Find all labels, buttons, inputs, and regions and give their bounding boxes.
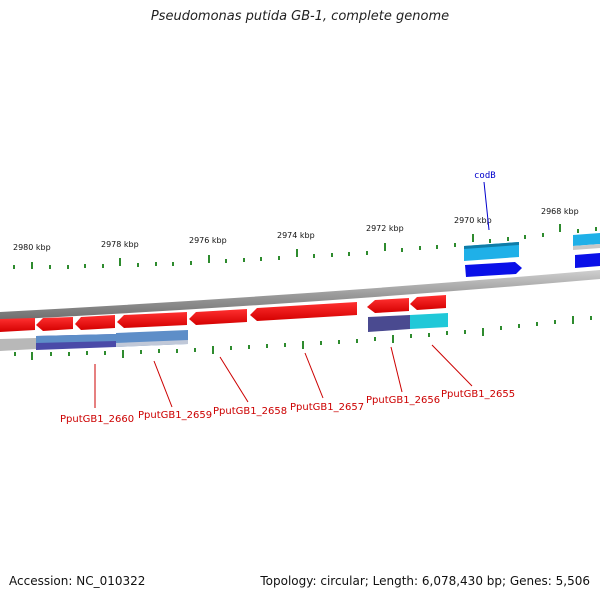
gene-arrow[interactable] xyxy=(75,315,115,330)
gene-track-indigo[interactable] xyxy=(368,315,410,332)
gene-codb-blue[interactable] xyxy=(465,262,522,277)
axis-tick-label: 2980 kbp xyxy=(13,243,51,252)
map-title: Pseudomonas putida GB-1, complete genome xyxy=(150,9,450,24)
gene-label[interactable]: PputGB1_2656 xyxy=(366,395,440,406)
codb-callout: codB xyxy=(474,171,496,231)
gene-arrow[interactable] xyxy=(36,317,73,331)
gene-label[interactable]: PputGB1_2660 xyxy=(60,414,134,425)
genome-summary-text: Topology: circular; Length: 6,078,430 bp… xyxy=(260,574,590,588)
gene-track-cyan[interactable] xyxy=(410,313,448,329)
reverse-tracks xyxy=(0,313,448,351)
accession-text: Accession: NC_010322 xyxy=(9,574,146,588)
reverse-genes xyxy=(0,295,446,332)
gene-partial-blue[interactable] xyxy=(575,253,600,268)
gene-arrow[interactable] xyxy=(0,318,35,332)
forward-genes xyxy=(464,233,600,277)
axis-tick-label: 2970 kbp xyxy=(454,216,492,225)
gene-label[interactable]: PputGB1_2659 xyxy=(138,410,212,421)
gene-label[interactable]: PputGB1_2657 xyxy=(290,402,364,413)
gene-arrow[interactable] xyxy=(410,295,446,310)
gene-arrow[interactable] xyxy=(367,298,409,313)
gene-label[interactable]: PputGB1_2658 xyxy=(213,406,287,417)
axis-tick-label: 2972 kbp xyxy=(366,224,404,233)
forward-tick-row xyxy=(13,224,597,269)
gene-label[interactable]: PputGB1_2655 xyxy=(441,389,515,400)
axis-tick-label: 2976 kbp xyxy=(189,236,227,245)
gene-labels: PputGB1_2660 PputGB1_2659 PputGB1_2658 P… xyxy=(60,389,515,425)
axis-tick-label: 2978 kbp xyxy=(101,240,139,249)
gene-arrow[interactable] xyxy=(189,309,247,325)
gene-arrow[interactable] xyxy=(250,302,357,321)
reverse-tick-row xyxy=(14,316,592,360)
axis-labels: 2980 kbp 2978 kbp 2976 kbp 2974 kbp 2972… xyxy=(13,207,579,252)
highlight-gene-label[interactable]: codB xyxy=(474,171,496,181)
gene-partial-light[interactable] xyxy=(573,233,600,246)
label-leaders xyxy=(94,344,473,408)
axis-tick-label: 2974 kbp xyxy=(277,231,315,240)
gene-arrow[interactable] xyxy=(117,312,187,328)
genome-backbone xyxy=(0,270,600,320)
axis-tick-label: 2968 kbp xyxy=(541,207,579,216)
